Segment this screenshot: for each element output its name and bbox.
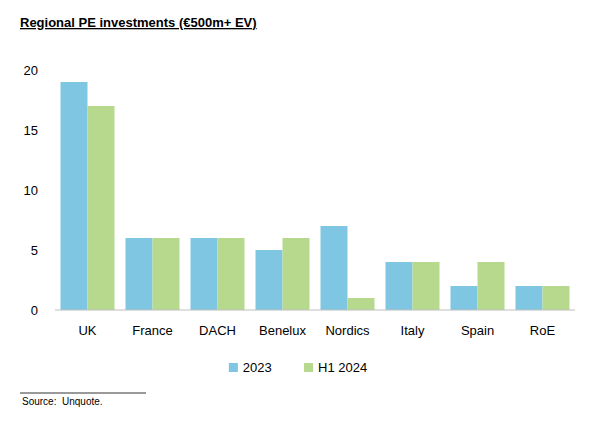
- legend-label: H1 2024: [318, 360, 367, 375]
- bar: [191, 238, 218, 310]
- legend: 2023 H1 2024: [229, 360, 367, 375]
- bar: [126, 238, 153, 310]
- y-tick-label: 0: [31, 303, 38, 318]
- bar: [321, 226, 348, 310]
- bar: [283, 238, 310, 310]
- chart-svg: Regional PE investments (€500m+ EV) 0 5 10 1…: [0, 0, 600, 430]
- bar: [451, 286, 478, 310]
- bar: [61, 82, 88, 310]
- y-tick-label: 20: [24, 63, 38, 78]
- x-tick-label: Nordics: [325, 323, 370, 338]
- legend-swatch: [229, 363, 238, 372]
- bar: [543, 286, 570, 310]
- x-tick-label: Spain: [461, 323, 494, 338]
- x-tick-label: UK: [78, 323, 96, 338]
- y-tick-label: 5: [31, 243, 38, 258]
- legend-swatch: [304, 363, 313, 372]
- bar: [348, 298, 375, 310]
- bar: [413, 262, 440, 310]
- bars: [61, 82, 570, 310]
- title: Regional PE investments (€500m+ EV): [20, 15, 257, 30]
- x-tick-label: Italy: [401, 323, 425, 338]
- bar: [256, 250, 283, 310]
- bar: [153, 238, 180, 310]
- y-tick-label: 15: [24, 123, 38, 138]
- source-rule: [20, 393, 146, 394]
- legend-label: 2023: [243, 360, 272, 375]
- bar: [478, 262, 505, 310]
- chart-container: Regional PE investments (€500m+ EV) 0 5 10 1…: [0, 0, 600, 430]
- bar: [88, 106, 115, 310]
- x-axis-line: [55, 310, 575, 311]
- x-tick-label: France: [132, 323, 172, 338]
- x-tick-label: DACH: [199, 323, 236, 338]
- y-tick-label: 10: [24, 183, 38, 198]
- x-tick-label: RoE: [530, 323, 556, 338]
- source: Source: Unquote.: [22, 396, 103, 407]
- bar: [516, 286, 543, 310]
- bar: [218, 238, 245, 310]
- x-tick-label: Benelux: [259, 323, 306, 338]
- bar: [386, 262, 413, 310]
